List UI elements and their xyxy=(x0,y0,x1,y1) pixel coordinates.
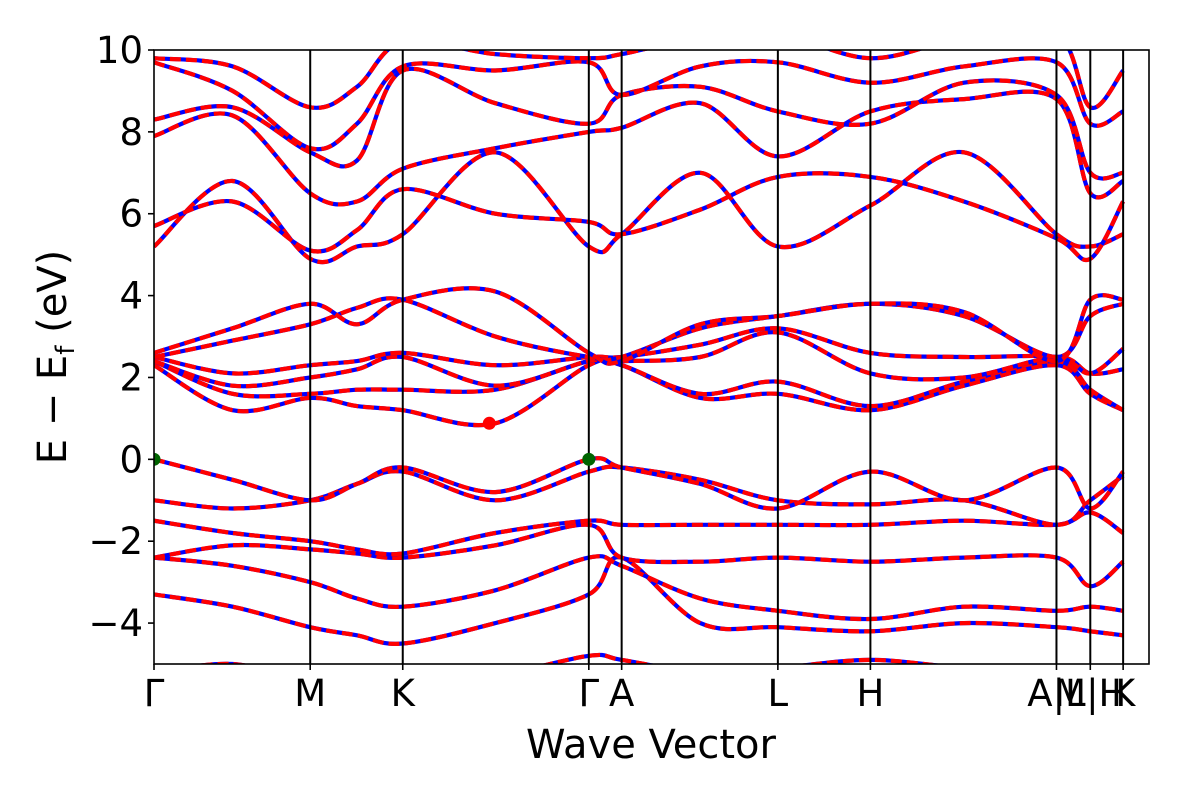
x-axis-title: Wave Vector xyxy=(526,722,777,768)
bands-layer xyxy=(154,50,1125,664)
x-tick-label: H xyxy=(856,672,884,715)
y-tick-label: −2 xyxy=(88,520,143,563)
band-line-interp xyxy=(154,554,1124,622)
cbm-marker xyxy=(482,416,496,430)
kpoint-divider-layer xyxy=(309,50,1125,664)
x-tick-label: M|H xyxy=(1054,672,1126,715)
band-edge-markers xyxy=(154,416,596,466)
band-line-dft xyxy=(154,456,1125,511)
y-tick-label: 10 xyxy=(96,29,143,72)
y-tick-label: 2 xyxy=(119,356,143,399)
x-tick-label: A|L xyxy=(1027,672,1086,715)
x-tick-label: M xyxy=(294,672,326,715)
vbm-marker xyxy=(154,452,161,466)
vbm-marker xyxy=(582,452,596,466)
band-line-interp xyxy=(154,66,1124,181)
y-axis: −4 −2 0 2 4 6 8 10 xyxy=(88,29,154,645)
y-tick-label: 6 xyxy=(119,193,143,236)
band-line-interp xyxy=(154,522,1125,589)
band-line-interp xyxy=(154,464,1125,527)
band-line-dft xyxy=(154,89,1125,207)
plot-frame xyxy=(153,49,1150,665)
y-tick-label: 8 xyxy=(119,111,143,154)
x-tick-label: K xyxy=(1111,672,1137,715)
y-tick-label: 4 xyxy=(119,275,143,318)
band-line-dft xyxy=(154,326,1125,376)
band-line-dft xyxy=(154,66,1124,181)
x-tick-label: Γ xyxy=(579,672,600,715)
band-line-dft xyxy=(154,554,1124,622)
band-line-interp xyxy=(154,357,1125,428)
y-tick-label: 0 xyxy=(119,438,143,481)
y-tick-label: −4 xyxy=(88,602,143,645)
y-axis-title: E − Ef (eV) xyxy=(30,250,81,465)
band-line-dft xyxy=(154,555,1124,646)
x-tick-label: K xyxy=(391,672,417,715)
band-line-dft xyxy=(154,357,1125,428)
band-line-dft xyxy=(154,286,1124,366)
band-line-dft xyxy=(154,296,1124,363)
x-tick-label: Γ xyxy=(144,672,165,715)
x-tick-label: L xyxy=(768,672,789,715)
band-line-dft xyxy=(154,464,1125,527)
x-axis: Γ M K Γ A L H A|LM|HK xyxy=(144,664,1137,715)
x-tick-label: A xyxy=(609,672,634,715)
